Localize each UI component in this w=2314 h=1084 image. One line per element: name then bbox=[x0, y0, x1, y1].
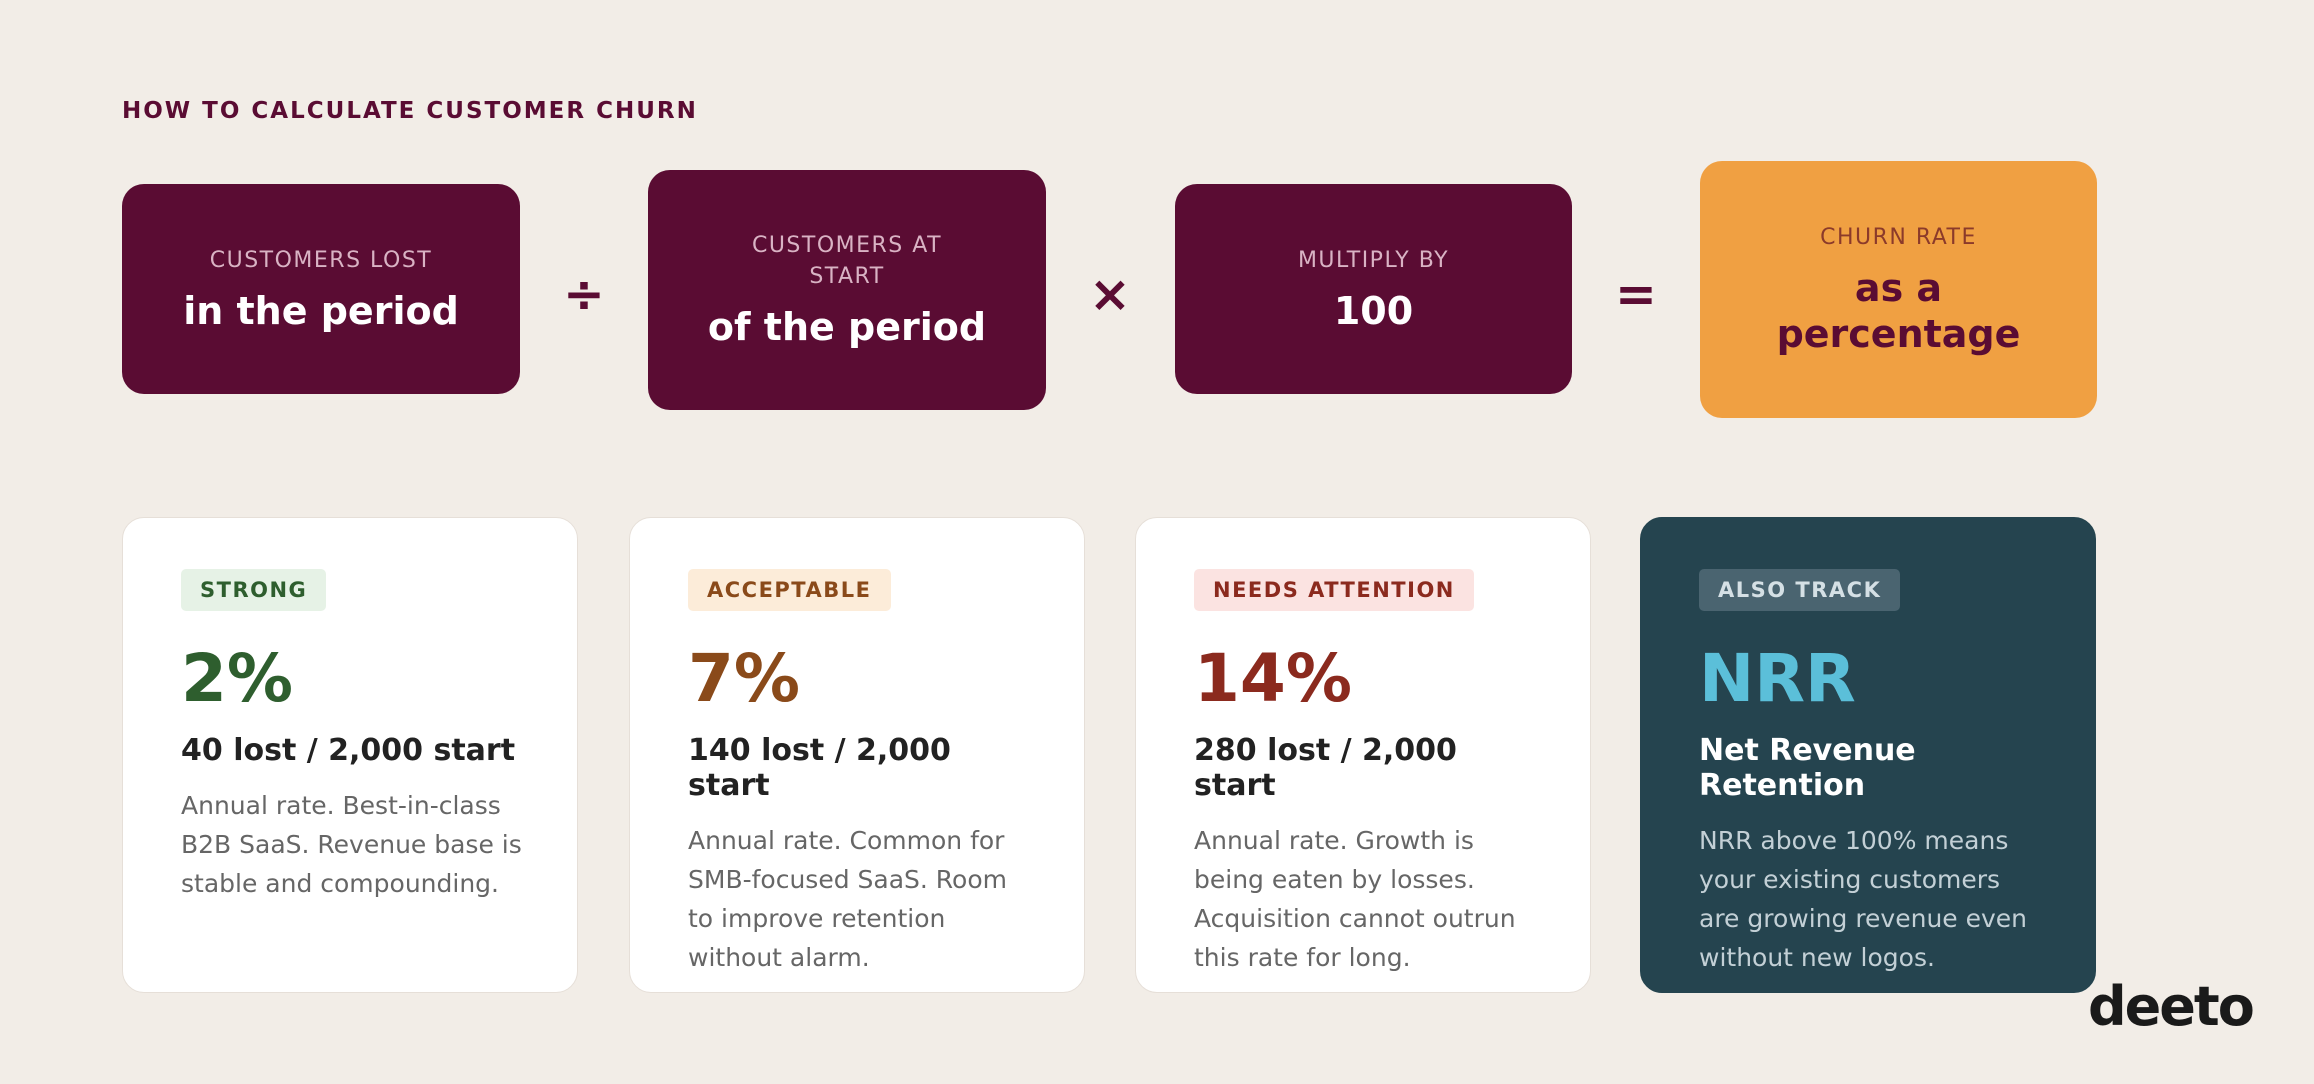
card-text: Annual rate. Best-in-class B2B SaaS. Rev… bbox=[181, 791, 522, 898]
card-subtitle: Net Revenue Retention bbox=[1699, 733, 1916, 803]
card: STRONG 2% 40 lost / 2,000 start Annual rate… bbox=[122, 517, 578, 993]
badge: STRONG bbox=[181, 569, 327, 611]
formula-label: CUSTOMERS AT START bbox=[751, 233, 943, 289]
operator: ÷ bbox=[563, 265, 605, 323]
card-subtitle: 140 lost / 2,000 start bbox=[688, 733, 951, 803]
formula-value: in the period bbox=[183, 288, 459, 333]
operator: = bbox=[1615, 265, 1657, 323]
card-subtitle: 40 lost / 2,000 start bbox=[181, 733, 516, 768]
badge: ALSO TRACK bbox=[1699, 569, 1901, 611]
operator: × bbox=[1089, 265, 1131, 323]
card-text: Annual rate. Growth is being eaten by lo… bbox=[1194, 826, 1516, 972]
card-text: NRR above 100% means your existing custo… bbox=[1699, 826, 2028, 972]
formula-label: CUSTOMERS LOST bbox=[209, 247, 433, 273]
formula-value: 100 bbox=[1333, 288, 1414, 333]
formula-box: CUSTOMERS LOST in the period bbox=[122, 184, 520, 394]
logo: deeto bbox=[2088, 975, 2255, 1038]
card-number: 2% bbox=[181, 640, 294, 717]
card-number: 7% bbox=[688, 640, 801, 717]
card-number: NRR bbox=[1699, 640, 1856, 717]
title: HOW TO CALCULATE CUSTOMER CHURN bbox=[122, 98, 698, 124]
formula-box: MULTIPLY BY 100 bbox=[1175, 184, 1572, 394]
formula-value: as a percentage bbox=[1776, 266, 2021, 356]
formula-value: of the period bbox=[707, 305, 987, 349]
card-number: 14% bbox=[1194, 640, 1352, 717]
card: ACCEPTABLE 7% 140 lost / 2,000 start Annual… bbox=[629, 517, 1085, 993]
card-text: Annual rate. Common for SMB-focused SaaS… bbox=[688, 826, 1007, 972]
card-subtitle: 280 lost / 2,000 start bbox=[1194, 733, 1457, 803]
card: NEEDS ATTENTION 14% 280 lost / 2,000 start… bbox=[1135, 517, 1591, 993]
card: ALSO TRACK NRR Net Revenue Retention NRR ab… bbox=[1640, 517, 2096, 993]
formula-box: CUSTOMERS AT START of the period bbox=[648, 170, 1046, 410]
formula-label: MULTIPLY BY bbox=[1297, 247, 1450, 273]
badge: NEEDS ATTENTION bbox=[1194, 569, 1474, 611]
formula-box: CHURN RATE as a percentage bbox=[1700, 161, 2097, 418]
formula-label: CHURN RATE bbox=[1820, 225, 1977, 250]
badge: ACCEPTABLE bbox=[688, 569, 891, 611]
